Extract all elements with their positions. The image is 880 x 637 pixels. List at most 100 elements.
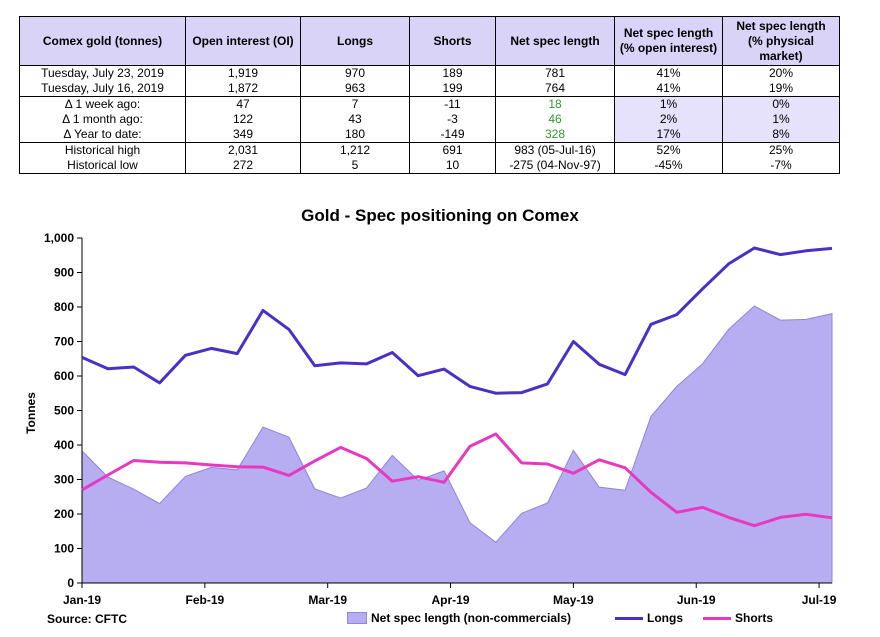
cell-longs: 180 (300, 127, 410, 143)
spec-positioning-chart: Gold - Spec positioning on Comex Tonnes … (24, 206, 837, 607)
cell-longs: 963 (300, 81, 410, 97)
y-tick-label: 600 (54, 369, 74, 383)
y-tick-label: 900 (54, 266, 74, 280)
cell-longs: 43 (300, 112, 410, 127)
series-area-net-spec-length (81, 305, 833, 584)
header-comex-gold: Comex gold (tonnes) (19, 16, 186, 66)
legend-label: Shorts (735, 611, 774, 625)
legend-item-shorts: Shorts (703, 611, 773, 625)
table-header-row: Comex gold (tonnes) Open interest (OI) L… (19, 16, 840, 66)
cell-pct-phys: -7% (722, 158, 840, 174)
cell-longs: 1,212 (300, 142, 410, 158)
cell-shorts: -11 (409, 96, 496, 112)
y-axis-label: Tonnes (24, 392, 38, 434)
cell-net: 46 (495, 112, 615, 127)
cell-net: 983 (05-Jul-16) (495, 142, 615, 158)
y-tick-label: 200 (54, 507, 74, 521)
chart-title: Gold - Spec positioning on Comex (301, 206, 579, 225)
legend-item-net-spec: Net spec length (non-commercials) (347, 611, 571, 625)
cell-net: 328 (495, 127, 615, 143)
cell-pct-phys: 25% (722, 142, 840, 158)
y-tick-label: 800 (54, 300, 74, 314)
cell-oi: 272 (185, 158, 301, 174)
header-net-spec-pct-phys: Net spec length (% physical market) (722, 16, 840, 66)
cell-pct-phys: 8% (722, 127, 840, 143)
table-row: Tuesday, July 16, 2019 1,872 963 199 764… (19, 81, 840, 97)
header-open-interest: Open interest (OI) (185, 16, 301, 66)
y-tick-label: 400 (54, 438, 74, 452)
cell-longs: 5 (300, 158, 410, 174)
cell-shorts: -3 (409, 112, 496, 127)
cell-pct-oi: -45% (614, 158, 723, 174)
cell-shorts: 189 (409, 65, 496, 81)
cell-shorts: -149 (409, 127, 496, 143)
plot-area: 0 100 200 300 400 500 600 700 800 900 1,000 Jan-19 F… (44, 231, 837, 607)
source-note: Source: CFTC (47, 612, 128, 626)
row-label: Δ 1 month ago: (19, 112, 186, 127)
x-tick-label: Apr-19 (432, 593, 470, 607)
cell-pct-oi: 1% (614, 96, 723, 112)
cell-oi: 1,919 (185, 65, 301, 81)
table-row: Historical high 2,031 1,212 691 983 (05-… (19, 142, 840, 158)
y-tick-label: 500 (54, 404, 74, 418)
cell-oi: 2,031 (185, 142, 301, 158)
row-label: Historical low (19, 158, 186, 174)
row-label: Tuesday, July 16, 2019 (19, 81, 186, 97)
cell-pct-oi: 2% (614, 112, 723, 127)
cell-longs: 7 (300, 96, 410, 112)
row-label: Δ Year to date: (19, 127, 186, 143)
table-row: Δ Year to date: 349 180 -149 328 17% 8% (19, 127, 840, 143)
y-tick-label: 300 (54, 473, 74, 487)
cell-pct-phys: 20% (722, 65, 840, 81)
cell-oi: 47 (185, 96, 301, 112)
cell-pct-phys: 1% (722, 112, 840, 127)
cell-longs: 970 (300, 65, 410, 81)
table-row: Tuesday, July 23, 2019 1,919 970 189 781… (19, 65, 840, 81)
legend-swatch-line (615, 616, 643, 620)
cell-pct-phys: 19% (722, 81, 840, 97)
y-tick-label: 0 (67, 576, 74, 590)
cell-oi: 349 (185, 127, 301, 143)
legend-label: Net spec length (non-commercials) (371, 611, 572, 625)
table-row: Historical low 272 5 10 -275 (04-Nov-97)… (19, 158, 840, 174)
x-tick-label: Mar-19 (308, 593, 347, 607)
cell-shorts: 199 (409, 81, 496, 97)
legend-swatch-area (347, 612, 367, 624)
row-label: Historical high (19, 142, 186, 158)
header-net-spec: Net spec length (495, 16, 615, 66)
cell-net: 781 (495, 65, 615, 81)
x-tick-label: Feb-19 (186, 593, 225, 607)
cell-oi: 122 (185, 112, 301, 127)
header-net-spec-pct-oi: Net spec length (% open interest) (614, 16, 723, 66)
x-tick-label: Jun-19 (677, 593, 716, 607)
header-shorts: Shorts (409, 16, 496, 66)
cell-pct-phys: 0% (722, 96, 840, 112)
y-tick-label: 1,000 (44, 231, 74, 245)
cell-pct-oi: 41% (614, 81, 723, 97)
series-line-shorts (81, 432, 833, 528)
table-row: Δ 1 month ago: 122 43 -3 46 2% 1% (19, 112, 840, 127)
legend-label: Longs (647, 611, 683, 625)
x-tick-label: Jul-19 (802, 593, 837, 607)
legend-swatch-line (703, 616, 731, 620)
x-tick-label: May-19 (553, 593, 594, 607)
cell-net: -275 (04-Nov-97) (495, 158, 615, 174)
table-row: Δ 1 week ago: 47 7 -11 18 1% 0% (19, 96, 840, 112)
y-tick-label: 700 (54, 335, 74, 349)
cell-shorts: 10 (409, 158, 496, 174)
row-label: Δ 1 week ago: (19, 96, 186, 112)
cell-pct-oi: 41% (614, 65, 723, 81)
series-line-longs (81, 246, 833, 395)
x-tick-label: Jan-19 (63, 593, 101, 607)
cell-pct-oi: 17% (614, 127, 723, 143)
cell-pct-oi: 52% (614, 142, 723, 158)
cell-shorts: 691 (409, 142, 496, 158)
legend-item-longs: Longs (615, 611, 683, 625)
positioning-table: Comex gold (tonnes) Open interest (OI) L… (19, 16, 840, 174)
cell-net: 18 (495, 96, 615, 112)
cell-oi: 1,872 (185, 81, 301, 97)
cell-net: 764 (495, 81, 615, 97)
row-label: Tuesday, July 23, 2019 (19, 65, 186, 81)
header-longs: Longs (300, 16, 410, 66)
y-tick-label: 100 (54, 542, 74, 556)
